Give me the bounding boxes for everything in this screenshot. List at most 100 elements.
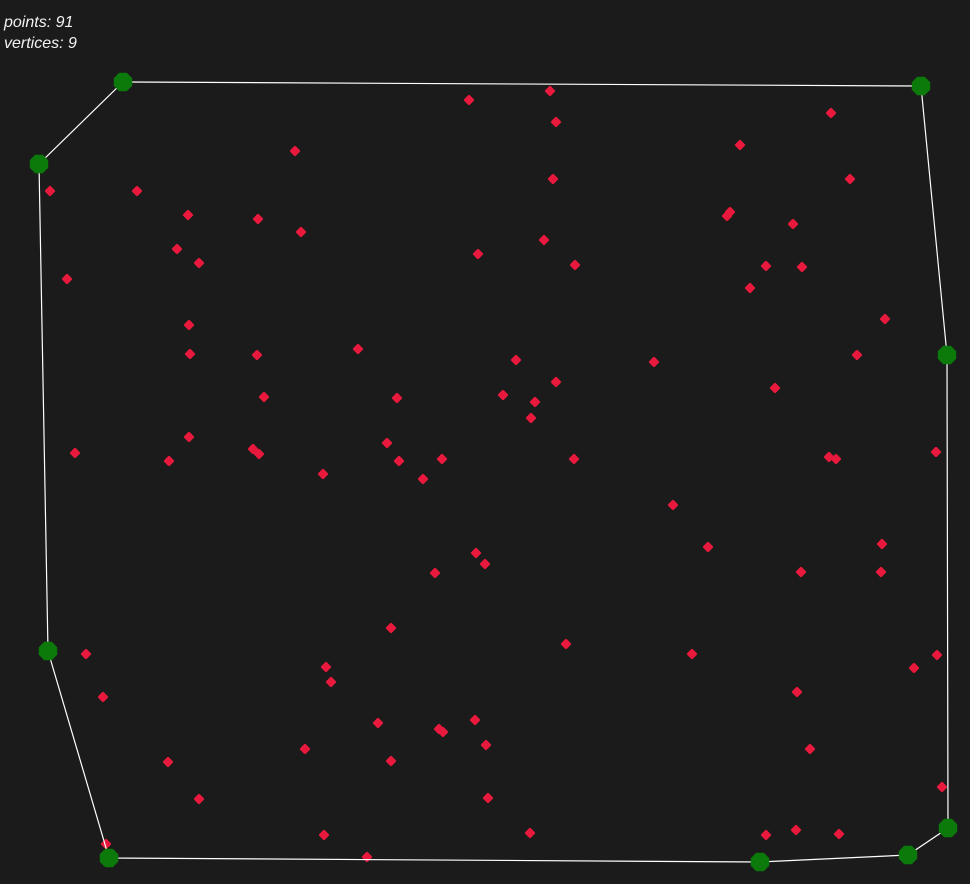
hull-vertex-0 [113,72,133,92]
hull-vertex-6 [99,848,119,868]
point-9 [844,173,856,185]
point-72 [372,717,384,729]
point-90 [361,851,373,863]
point-62 [385,622,397,634]
point-13 [724,206,736,218]
point-50 [830,453,842,465]
point-67 [320,661,332,673]
point-27 [184,348,196,360]
point-40 [183,431,195,443]
point-6 [44,185,56,197]
point-7 [131,185,143,197]
point-65 [686,648,698,660]
point-23 [61,273,73,285]
point-30 [851,349,863,361]
points-layer [44,85,948,863]
point-60 [795,566,807,578]
point-35 [258,391,270,403]
hull-vertex-5 [750,852,770,872]
point-1 [544,85,556,97]
point-36 [391,392,403,404]
point-39 [525,412,537,424]
point-70 [97,691,109,703]
point-16 [171,243,183,255]
point-22 [796,261,808,273]
point-59 [429,567,441,579]
point-37 [497,389,509,401]
point-25 [879,313,891,325]
point-51 [930,446,942,458]
point-66 [931,649,943,661]
point-75 [437,726,449,738]
point-45 [163,455,175,467]
hull-vertex-layer [29,72,958,872]
point-68 [908,662,920,674]
point-42 [253,448,265,460]
point-69 [325,676,337,688]
hull-vertex-2 [937,345,957,365]
point-88 [833,828,845,840]
point-53 [417,473,429,485]
point-4 [289,145,301,157]
point-17 [538,234,550,246]
hull-outline [38,81,949,863]
point-61 [875,566,887,578]
point-0 [463,94,475,106]
hull-vertex-4 [898,845,918,865]
point-56 [876,538,888,550]
point-82 [193,793,205,805]
point-48 [568,453,580,465]
point-18 [472,248,484,260]
point-11 [252,213,264,225]
point-2 [550,116,562,128]
point-41 [247,443,259,455]
point-5 [734,139,746,151]
point-20 [569,259,581,271]
point-38 [529,396,541,408]
point-78 [804,743,816,755]
point-46 [393,455,405,467]
point-14 [787,218,799,230]
point-57 [470,547,482,559]
hull-vertex-1 [911,76,931,96]
point-29 [352,343,364,355]
point-58 [479,558,491,570]
point-43 [381,437,393,449]
hull-vertex-7 [38,641,58,661]
point-64 [80,648,92,660]
point-79 [162,756,174,768]
vertices-count-label: vertices: 9 [4,35,77,52]
point-24 [744,282,756,294]
point-55 [702,541,714,553]
point-71 [791,686,803,698]
point-3 [825,107,837,119]
point-73 [469,714,481,726]
stats-overlay: points: 91 vertices: 9 [4,12,77,54]
point-15 [295,226,307,238]
point-86 [760,829,772,841]
point-76 [480,739,492,751]
point-87 [790,824,802,836]
hull-layer [38,81,949,863]
point-85 [524,827,536,839]
point-31 [510,354,522,366]
point-19 [193,257,205,269]
point-54 [667,499,679,511]
point-47 [436,453,448,465]
point-84 [318,829,330,841]
point-26 [183,319,195,331]
point-44 [69,447,81,459]
point-52 [317,468,329,480]
point-77 [299,743,311,755]
point-89 [100,838,112,850]
point-63 [560,638,572,650]
point-34 [769,382,781,394]
point-33 [550,376,562,388]
point-10 [182,209,194,221]
point-81 [936,781,948,793]
hull-vertex-3 [938,818,958,838]
points-count-label: points: 91 [4,14,74,31]
point-32 [648,356,660,368]
point-8 [547,173,559,185]
